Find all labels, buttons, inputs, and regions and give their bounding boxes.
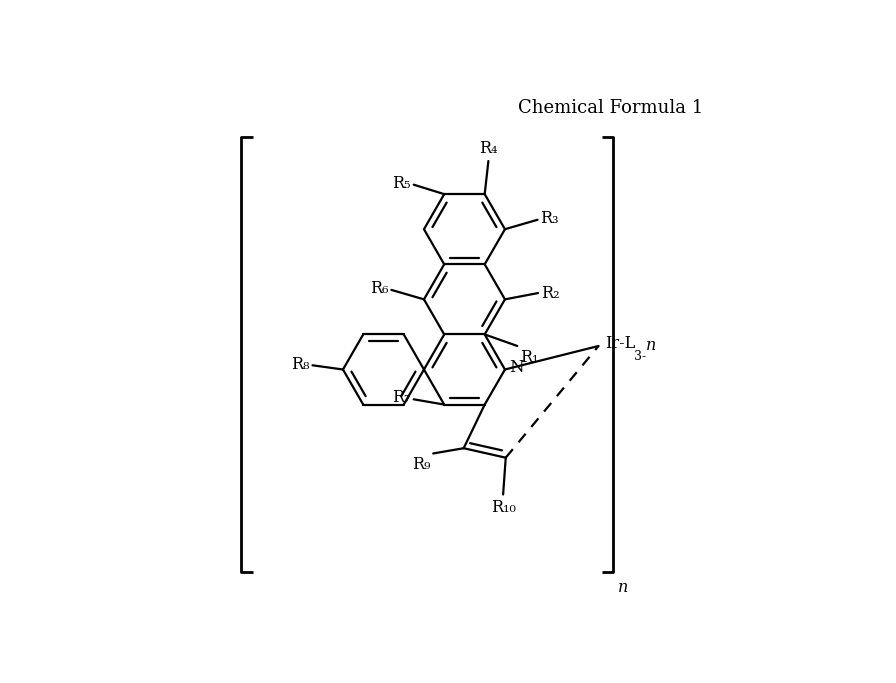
Text: 3-: 3-	[634, 350, 646, 363]
Text: Ir-L: Ir-L	[605, 335, 635, 352]
Text: R₁: R₁	[520, 348, 538, 365]
Text: R₈: R₈	[291, 356, 310, 373]
Text: R₄: R₄	[479, 140, 497, 157]
Text: R₂: R₂	[540, 285, 559, 301]
Text: R₅: R₅	[392, 175, 411, 192]
Text: R₇: R₇	[392, 389, 411, 406]
Text: R₃: R₃	[540, 210, 559, 227]
Text: R₉: R₉	[412, 456, 431, 473]
Text: n: n	[617, 579, 628, 596]
Text: R₁₀: R₁₀	[491, 499, 515, 516]
Text: N: N	[509, 359, 524, 376]
Text: R₆: R₆	[370, 280, 389, 297]
Text: n: n	[646, 337, 656, 354]
Text: Chemical Formula 1: Chemical Formula 1	[519, 99, 703, 117]
